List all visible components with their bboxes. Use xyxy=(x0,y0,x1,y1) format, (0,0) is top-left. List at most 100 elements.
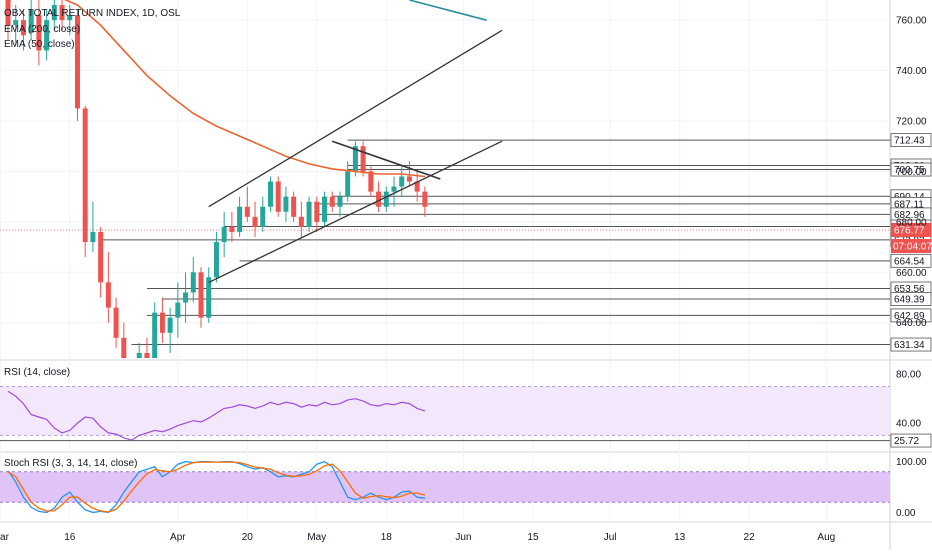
channel-top-edge-line xyxy=(331,140,441,180)
candle-down xyxy=(406,176,412,182)
price-level-label: 631.34 xyxy=(894,340,925,351)
candle-down xyxy=(105,282,111,308)
stoch-y-tick-label: 0.00 xyxy=(896,508,916,519)
candle-down xyxy=(5,0,11,26)
candles xyxy=(5,0,428,383)
x-tick-label: Jul xyxy=(604,532,617,543)
candle-down xyxy=(329,196,335,207)
indicator-series xyxy=(7,390,426,514)
x-tick-label: 18 xyxy=(381,532,393,543)
candle-up xyxy=(28,10,34,33)
legend-ema50: EMA (50, close) xyxy=(4,39,75,50)
x-tick-label: 16 xyxy=(64,532,76,543)
price-level-label-box xyxy=(890,133,932,147)
candle-up xyxy=(51,5,57,21)
candle-up xyxy=(391,186,397,192)
candle-down xyxy=(113,307,119,338)
candle-down xyxy=(159,312,165,333)
candle-down xyxy=(36,15,42,51)
candle-up xyxy=(175,302,181,318)
price-level-label-box xyxy=(890,292,932,306)
x-tick-label: Jun xyxy=(455,532,471,543)
candle-down xyxy=(144,352,150,358)
ema200-line xyxy=(409,0,487,21)
axis-labels: Mar 16 Apr 20 May 18 Jun 15 Jul 13 22 Aug 760.00 740.… xyxy=(0,16,927,543)
main-chart-title: OBX TOTAL RETURN INDEX, 1D, OSL xyxy=(4,8,181,19)
x-tick-label: May xyxy=(307,532,326,543)
candle-down xyxy=(20,20,26,36)
x-tick-label: Mar xyxy=(0,532,10,543)
price-level-label: 653.56 xyxy=(894,284,925,295)
rsi-title: RSI (14, close) xyxy=(4,367,70,378)
x-tick-label: Apr xyxy=(170,532,186,543)
candle-down xyxy=(275,181,281,212)
candle-up xyxy=(213,242,219,278)
price-level-label: 682.96 xyxy=(894,210,925,221)
stoch-y-tick-label: 100.00 xyxy=(896,457,927,468)
grid-lines xyxy=(0,0,890,520)
rsi-current-label: 25.72 xyxy=(894,436,919,447)
y-tick-label: 660.00 xyxy=(896,268,927,279)
candle-down xyxy=(82,108,88,243)
candle-down xyxy=(198,272,204,318)
candle-up xyxy=(283,196,289,212)
candle-down xyxy=(74,15,80,109)
x-tick-label: 22 xyxy=(744,532,756,543)
candle-down xyxy=(414,181,420,192)
candle-down xyxy=(314,201,320,222)
ema50-line xyxy=(63,0,425,178)
y-tick-label: 760.00 xyxy=(896,16,927,27)
price-level-label: 642.89 xyxy=(894,311,925,322)
candle-down xyxy=(129,363,134,383)
rsi-y-tick-label: 80.00 xyxy=(896,370,921,381)
indicator-bands xyxy=(0,385,890,503)
price-level-label: 649.39 xyxy=(894,295,925,306)
candle-down xyxy=(360,146,366,172)
channel-lower-line xyxy=(208,140,503,283)
candle-up xyxy=(345,171,351,197)
current-price-box xyxy=(891,223,931,238)
candle-down xyxy=(376,191,382,207)
price-levels: 712.43702.36700.75690.14687.11682.96678.… xyxy=(0,133,932,448)
candle-up xyxy=(322,196,328,222)
rsi-line xyxy=(7,390,426,441)
candle-down xyxy=(121,337,127,358)
candle-down xyxy=(244,206,250,217)
stoch-d-line xyxy=(7,461,426,513)
candle-up xyxy=(136,352,142,358)
countdown-label: 07:04:07 xyxy=(893,242,932,253)
price-level-label-box xyxy=(890,337,932,352)
candle-up xyxy=(206,277,212,318)
legend-ema200: EMA (200, close) xyxy=(4,24,80,35)
candle-up xyxy=(260,206,266,227)
candle-up xyxy=(190,272,196,293)
stoch-band xyxy=(0,471,890,503)
y-tick-label: 700.00 xyxy=(896,167,927,178)
price-level-label-box xyxy=(890,308,932,323)
rsi-y-tick-label: 40.00 xyxy=(896,419,921,430)
candle-up xyxy=(167,317,173,333)
candle-up xyxy=(267,181,273,207)
candle-down xyxy=(59,5,65,21)
x-tick-label: 20 xyxy=(242,532,254,543)
candle-down xyxy=(98,231,104,283)
x-tick-label: 15 xyxy=(527,532,539,543)
candle-down xyxy=(368,171,374,192)
candle-up xyxy=(67,15,73,21)
candle-up xyxy=(306,201,312,227)
price-level-label: 664.54 xyxy=(894,256,925,267)
candle-down xyxy=(291,196,297,217)
x-tick-label: Aug xyxy=(817,532,835,543)
channel-upper-line xyxy=(208,29,503,208)
price-level-label: 687.11 xyxy=(894,199,924,210)
x-tick-label: 13 xyxy=(674,532,686,543)
price-level-label: 700.75 xyxy=(894,165,925,176)
candle-up xyxy=(399,176,405,187)
y-tick-label: 640.00 xyxy=(896,318,927,329)
candle-down xyxy=(298,216,304,227)
price-level-label-box xyxy=(890,162,932,177)
price-level-label: 712.43 xyxy=(894,136,925,147)
current-price-label: 676.77 xyxy=(894,226,925,237)
y-tick-label: 680.00 xyxy=(896,217,927,228)
